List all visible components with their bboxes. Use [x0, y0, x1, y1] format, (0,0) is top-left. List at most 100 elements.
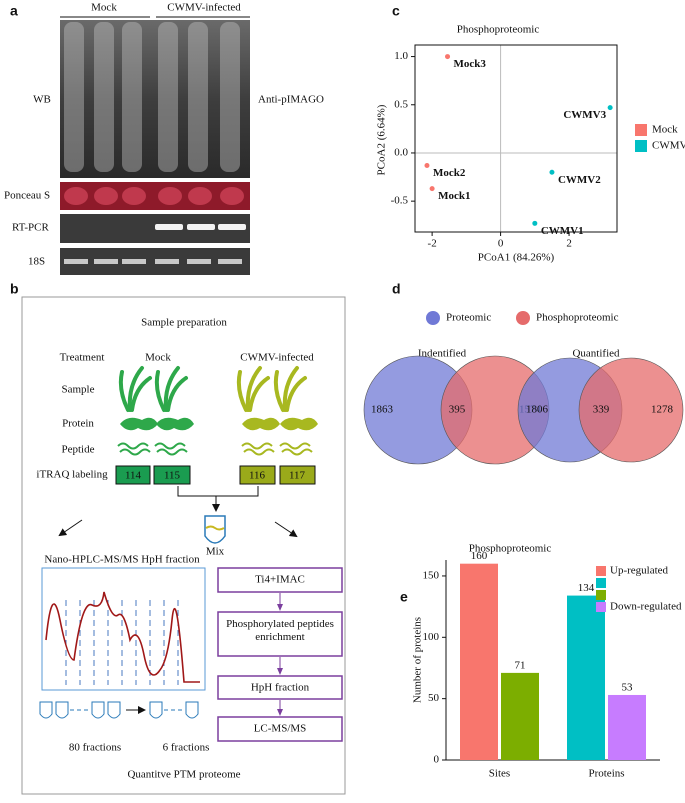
strip-label: 18S — [28, 256, 45, 268]
venn-title: Quantified — [572, 348, 620, 360]
value-label: 160 — [471, 550, 488, 562]
arrow — [58, 519, 83, 537]
peptides — [117, 442, 313, 456]
blot-label: WB — [33, 94, 51, 106]
bar — [460, 563, 498, 760]
point-label: CWMV1 — [541, 225, 584, 237]
section-title: Nano-HPLC-MS/MS HpH fraction — [44, 554, 200, 566]
row-label: Treatment — [60, 352, 105, 364]
antibody-label: Anti-pIMAGO — [258, 94, 324, 106]
panel-a: a Mock CWMV-infected WB Anti-pIMAGO Ponc… — [4, 2, 324, 275]
bar — [608, 694, 646, 760]
group-label: Mock — [91, 2, 117, 14]
y-tick-label: 1.0 — [394, 50, 408, 62]
legend-key — [596, 602, 606, 612]
bar — [567, 595, 605, 760]
y-tick-label: 0.5 — [394, 98, 408, 110]
point-label: CWMV2 — [558, 174, 601, 186]
panel-b: b Sample preparation Treatment Mock CWMV… — [10, 281, 346, 795]
panel-label: a — [10, 3, 18, 19]
y-axis-label: Number of proteins — [412, 617, 424, 703]
x-tick-label: Proteins — [588, 768, 624, 780]
legend-key — [596, 578, 606, 588]
fraction-tubes — [39, 701, 199, 719]
chromatogram — [45, 591, 200, 683]
legend-key — [516, 311, 530, 325]
tag: 117 — [289, 470, 306, 482]
tube — [204, 515, 226, 544]
legend-label: CWMV — [652, 140, 685, 152]
y-tick-label: -0.5 — [391, 195, 409, 207]
tag-box — [279, 465, 316, 485]
group-label: CWMV-infected — [240, 352, 314, 364]
workflow-boxes — [217, 567, 343, 742]
panel-d: d Proteomic Phosphoproteomic Indentified… — [363, 281, 684, 465]
strip-label: RT-PCR — [12, 222, 50, 234]
y-tick-label: 100 — [423, 631, 440, 643]
y-tick-label: 0 — [434, 754, 440, 766]
panel-label: b — [10, 281, 19, 297]
group-label: CWMV-infected — [167, 2, 241, 14]
point-label: Mock2 — [433, 167, 466, 179]
venn-title: Indentified — [418, 348, 467, 360]
point — [424, 162, 430, 168]
y-tick-label: 50 — [428, 692, 440, 704]
tag: 114 — [125, 470, 142, 482]
legend-key — [596, 590, 606, 600]
legend-label: Down-regulated — [610, 601, 682, 613]
fraction-lines — [65, 600, 179, 685]
mix-bracket — [177, 486, 259, 510]
workflow-step: Phosphorylated peptides enrichment — [226, 618, 334, 643]
x-tick-label: 0 — [498, 238, 504, 250]
group-label: Mock — [145, 352, 171, 364]
x-tick-label: 2 — [566, 238, 572, 250]
point — [532, 220, 538, 226]
row-label: Protein — [62, 418, 94, 430]
legend-key — [596, 566, 606, 576]
ponceau-bands — [64, 187, 244, 205]
chromatogram-frame — [41, 567, 206, 691]
panel-label: c — [392, 3, 400, 19]
venn-count: 1278 — [651, 404, 674, 416]
workflow-step-box: Phosphorylated peptides enrichment — [226, 618, 334, 643]
value-label: 53 — [622, 682, 634, 694]
tag-box — [115, 465, 151, 485]
arrow — [274, 521, 298, 538]
y-tick-label: 150 — [423, 569, 440, 581]
row-label: iTRAQ labeling — [36, 469, 108, 481]
legend-key — [635, 124, 647, 136]
x-axis-label: PCoA1 (84.26%) — [478, 252, 555, 264]
tag: 116 — [249, 470, 266, 482]
venn-count: 1863 — [371, 404, 394, 416]
point-label: Mock1 — [438, 190, 470, 202]
footer: Quantitve PTM proteome — [127, 769, 240, 781]
legend-label: Up-regulated — [610, 565, 669, 577]
panel-label: e — [400, 589, 408, 605]
chart-title: Phosphoproteomic — [469, 543, 552, 555]
chart-title: Phosphoproteomic — [457, 24, 540, 36]
legend-key — [635, 140, 647, 152]
legend-key — [426, 311, 440, 325]
workflow-step: LC-MS/MS — [254, 723, 307, 735]
western-blot — [60, 20, 250, 178]
fraction-label: 6 fractions — [163, 742, 210, 754]
tag-box — [239, 465, 276, 485]
point — [549, 169, 555, 175]
row-label: Sample — [62, 384, 95, 396]
workflow-step: HpH fraction — [251, 682, 310, 694]
y-axis-label: PCoA2 (6.64%) — [376, 104, 388, 175]
x-tick-label: Sites — [489, 768, 510, 780]
ref-bands — [64, 259, 242, 264]
value-label: 134 — [578, 582, 595, 594]
point — [429, 186, 435, 192]
row-label: Peptide — [62, 444, 95, 456]
tag: 115 — [164, 470, 181, 482]
fraction-label: 80 fractions — [69, 742, 121, 754]
bar — [501, 672, 539, 760]
frame — [21, 296, 346, 795]
legend-label: Mock — [652, 124, 678, 136]
blot-smears — [64, 22, 240, 172]
point — [607, 105, 613, 111]
legend-label: Phosphoproteomic — [536, 312, 619, 324]
